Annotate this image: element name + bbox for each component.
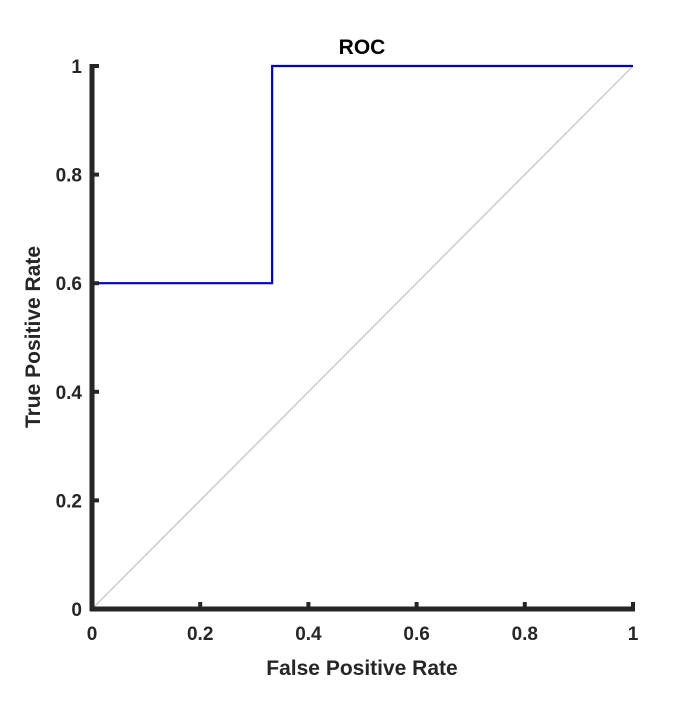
y-tick-label: 1: [71, 57, 82, 78]
y-axis-label: True Positive Rate: [22, 246, 45, 428]
chance-diagonal-line: [91, 65, 634, 610]
axes-layer: [89, 64, 635, 612]
series-layer: [90, 64, 634, 610]
x-tick-label: 1: [628, 624, 639, 645]
y-tick-label: 0.4: [56, 383, 83, 404]
chart-title: ROC: [339, 36, 386, 59]
y-tick-label: 0: [71, 600, 82, 621]
y-tick-label: 0.8: [56, 166, 82, 187]
y-tick-label: 0.6: [56, 274, 82, 295]
y-tick-label: 0.2: [56, 491, 82, 512]
x-tick-label: 0.4: [295, 624, 322, 645]
x-tick-label: 0: [87, 624, 98, 645]
x-tick-label: 0.6: [403, 624, 429, 645]
x-axis-label: False Positive Rate: [266, 657, 457, 680]
ticks-layer: 0 0.2 0.4 0.6 0.8 1 0 0.2 0.4 0.6 0.8 1: [56, 57, 639, 645]
x-tick-label: 0.8: [512, 624, 538, 645]
x-tick-label: 0.2: [187, 624, 213, 645]
